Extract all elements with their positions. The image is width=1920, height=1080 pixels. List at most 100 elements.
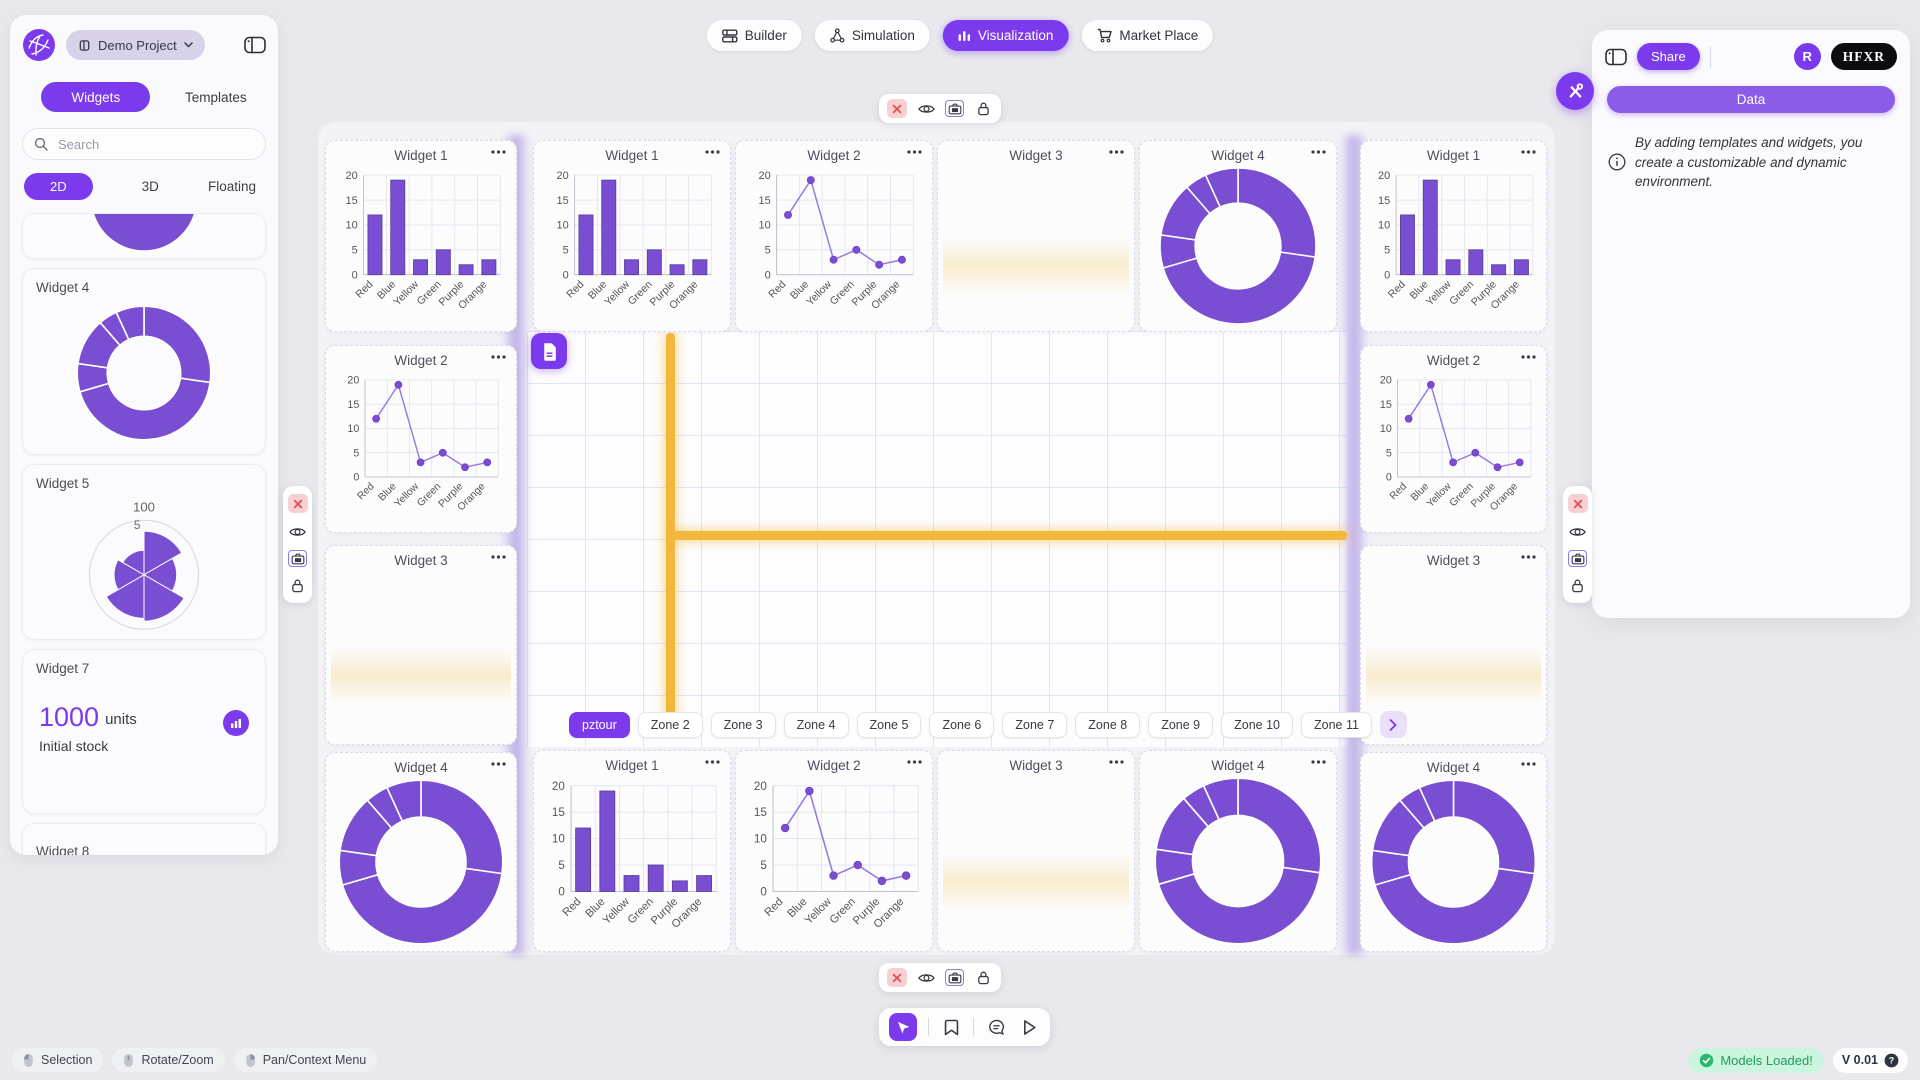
more-options-icon[interactable] [1521, 762, 1536, 766]
svg-text:5: 5 [563, 245, 569, 257]
more-options-icon[interactable] [705, 760, 720, 764]
visibility-button[interactable] [916, 99, 936, 118]
zone-button-zone-3[interactable]: Zone 3 [710, 711, 776, 738]
more-options-icon[interactable] [491, 555, 506, 559]
nav-simulation-button[interactable]: Simulation [814, 20, 930, 51]
avatar[interactable]: R [1793, 43, 1821, 70]
svg-text:0: 0 [352, 269, 358, 281]
delete-button[interactable] [887, 99, 907, 118]
zone-button-zone-8[interactable]: Zone 8 [1075, 711, 1141, 738]
help-icon[interactable]: ? [1884, 1053, 1899, 1068]
zone-button-zone-9[interactable]: Zone 9 [1148, 711, 1214, 738]
more-options-icon[interactable] [491, 355, 506, 359]
zones-next-button[interactable] [1379, 711, 1407, 738]
search-box[interactable] [22, 128, 266, 160]
canvas-widget-b4[interactable]: Widget 4 [1139, 750, 1337, 952]
bookmark-button[interactable] [940, 1016, 962, 1038]
canvas-widget-l3[interactable]: Widget 3 [325, 545, 517, 745]
tab-3d[interactable]: 3D [141, 179, 159, 194]
eye-icon [289, 526, 306, 538]
nav-marketplace-button[interactable]: Market Place [1081, 20, 1214, 51]
snapshot-button[interactable] [945, 100, 964, 117]
snapshot-button[interactable] [1568, 550, 1587, 567]
canvas-widget-title: Widget 2 [394, 353, 448, 368]
tools-button[interactable] [1556, 72, 1594, 110]
canvas-widget-b3[interactable]: Widget 3 [937, 750, 1135, 952]
more-options-icon[interactable] [1311, 150, 1326, 154]
canvas-widget-t4[interactable]: Widget 4 [1139, 140, 1337, 332]
more-options-icon[interactable] [907, 150, 922, 154]
svg-text:5: 5 [1386, 447, 1392, 459]
delete-button[interactable] [887, 968, 907, 987]
tab-floating[interactable]: Floating [207, 179, 256, 194]
lock-button[interactable] [973, 99, 993, 118]
select-tool-button[interactable] [889, 1013, 917, 1041]
canvas-widget-l2[interactable]: Widget 2 0 5 10 15 20 Red Blue Yellow Green P… [325, 345, 517, 533]
sidebar-widget-card-7[interactable]: Widget 7 1000 units Initial stock [22, 649, 266, 814]
more-options-icon[interactable] [705, 150, 720, 154]
project-selector[interactable]: Demo Project [66, 30, 205, 60]
zone-button-zone-7[interactable]: Zone 7 [1002, 711, 1068, 738]
zone-button-zone-5[interactable]: Zone 5 [856, 711, 922, 738]
zone-button-zone-2[interactable]: Zone 2 [637, 711, 703, 738]
more-options-icon[interactable] [1521, 150, 1536, 154]
tab-widgets[interactable]: Widgets [41, 82, 151, 112]
snapshot-button[interactable] [945, 969, 964, 986]
more-options-icon[interactable] [1521, 355, 1536, 359]
canvas-widget-r4[interactable]: Widget 4 [1360, 752, 1547, 952]
app-logo[interactable] [22, 28, 56, 62]
canvas-widget-title: Widget 1 [605, 758, 659, 773]
visibility-button[interactable] [288, 522, 308, 541]
more-options-icon[interactable] [1109, 760, 1124, 764]
visibility-button[interactable] [1568, 522, 1588, 541]
delete-button[interactable] [287, 494, 308, 513]
sidebar-collapse-button[interactable] [244, 36, 266, 54]
canvas[interactable]: Widget 1 0 5 10 15 20 Red Blue Yellow Green P… [318, 122, 1555, 955]
more-options-icon[interactable] [491, 762, 506, 766]
delete-button[interactable] [1567, 494, 1588, 513]
lock-button[interactable] [1568, 576, 1588, 595]
canvas-widget-t1[interactable]: Widget 1 0 5 10 15 20 Red Blue Yellow Green P… [533, 140, 731, 332]
visibility-button[interactable] [916, 968, 936, 987]
tab-templates[interactable]: Templates [185, 89, 247, 105]
lock-button[interactable] [973, 968, 993, 987]
canvas-widget-t2[interactable]: Widget 2 0 5 10 15 20 Red Blue Yellow Green P… [735, 140, 933, 332]
sidebar-widget-card-5[interactable]: Widget 5 100 5 [22, 464, 266, 640]
file-button[interactable] [531, 333, 567, 369]
zone-button-pztour[interactable]: pztour [569, 711, 630, 738]
canvas-widget-t3[interactable]: Widget 3 [937, 140, 1135, 332]
snapshot-button[interactable] [288, 550, 307, 567]
widget-library-list[interactable]: Widget 4 Widget 5 100 5 Widget 7 1000 uni… [10, 211, 278, 855]
more-options-icon[interactable] [1311, 760, 1326, 764]
comment-button[interactable] [985, 1016, 1007, 1038]
canvas-widget-r1[interactable]: Widget 1 0 5 10 15 20 Red Blue Yellow Green P… [1360, 140, 1547, 332]
nav-builder-button[interactable]: Builder [706, 20, 802, 51]
search-input[interactable] [56, 135, 254, 153]
more-options-icon[interactable] [1521, 555, 1536, 559]
nav-visualization-button[interactable]: Visualization [942, 20, 1069, 51]
zone-button-zone-4[interactable]: Zone 4 [783, 711, 849, 738]
builder-icon [722, 29, 738, 43]
panel-collapse-button[interactable] [1605, 48, 1627, 66]
more-options-icon[interactable] [1109, 150, 1124, 154]
more-options-icon[interactable] [907, 760, 922, 764]
canvas-widget-b2[interactable]: Widget 2 0 5 10 15 20 Red Blue Yellow Green P… [735, 750, 933, 952]
canvas-widget-b1[interactable]: Widget 1 0 5 10 15 20 Red Blue Yellow Green P… [533, 750, 731, 952]
zone-button-zone-11[interactable]: Zone 11 [1301, 711, 1372, 738]
canvas-widget-r2[interactable]: Widget 2 0 5 10 15 20 Red Blue Yellow Green P… [1360, 345, 1547, 533]
tab-2d[interactable]: 2D [24, 173, 93, 200]
zone-button-zone-10[interactable]: Zone 10 [1221, 711, 1293, 738]
canvas-widget-l1[interactable]: Widget 1 0 5 10 15 20 Red Blue Yellow Green P… [325, 140, 517, 332]
data-button[interactable]: Data [1607, 86, 1895, 113]
share-button[interactable]: Share [1637, 43, 1700, 70]
play-button[interactable] [1018, 1016, 1040, 1038]
divider [973, 1018, 974, 1036]
canvas-widget-l4[interactable]: Widget 4 [325, 752, 517, 952]
sidebar-widget-card-4[interactable]: Widget 4 [22, 268, 266, 455]
sidebar-widget-card-8[interactable]: Widget 8 [22, 823, 266, 855]
canvas-toolbar-top [879, 94, 1001, 123]
zone-button-zone-6[interactable]: Zone 6 [929, 711, 995, 738]
more-options-icon[interactable] [491, 150, 506, 154]
sidebar-widget-card-partial[interactable] [22, 213, 266, 259]
lock-button[interactable] [288, 576, 308, 595]
